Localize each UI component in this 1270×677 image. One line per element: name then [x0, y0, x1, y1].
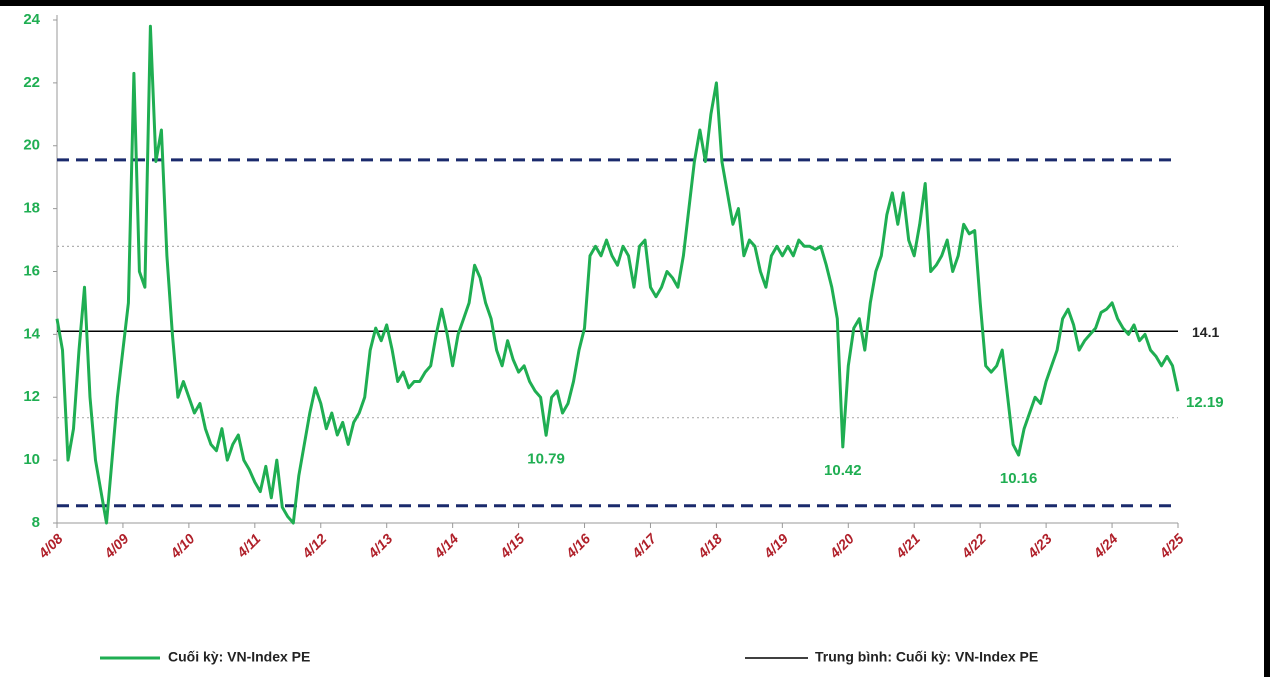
y-tick-label: 8 [32, 514, 40, 531]
value-label: 10.79 [527, 450, 565, 467]
value-label: 10.42 [824, 462, 862, 479]
legend-label: Trung bình: Cuối kỳ: VN-Index PE [815, 649, 1038, 665]
y-tick-label: 10 [23, 451, 40, 468]
value-label: 12.19 [1186, 394, 1224, 411]
y-tick-label: 16 [23, 262, 40, 279]
y-tick-label: 22 [23, 74, 40, 91]
value-label: 10.16 [1000, 470, 1038, 487]
y-tick-label: 12 [23, 388, 40, 405]
y-tick-label: 18 [23, 200, 40, 217]
legend-label: Cuối kỳ: VN-Index PE [168, 649, 310, 665]
reference-label: 14.1 [1192, 324, 1219, 340]
y-tick-label: 24 [23, 11, 40, 28]
series-line [55, 24, 1180, 525]
y-tick-label: 14 [23, 325, 40, 342]
background [0, 6, 1264, 677]
y-tick-label: 20 [23, 137, 40, 154]
